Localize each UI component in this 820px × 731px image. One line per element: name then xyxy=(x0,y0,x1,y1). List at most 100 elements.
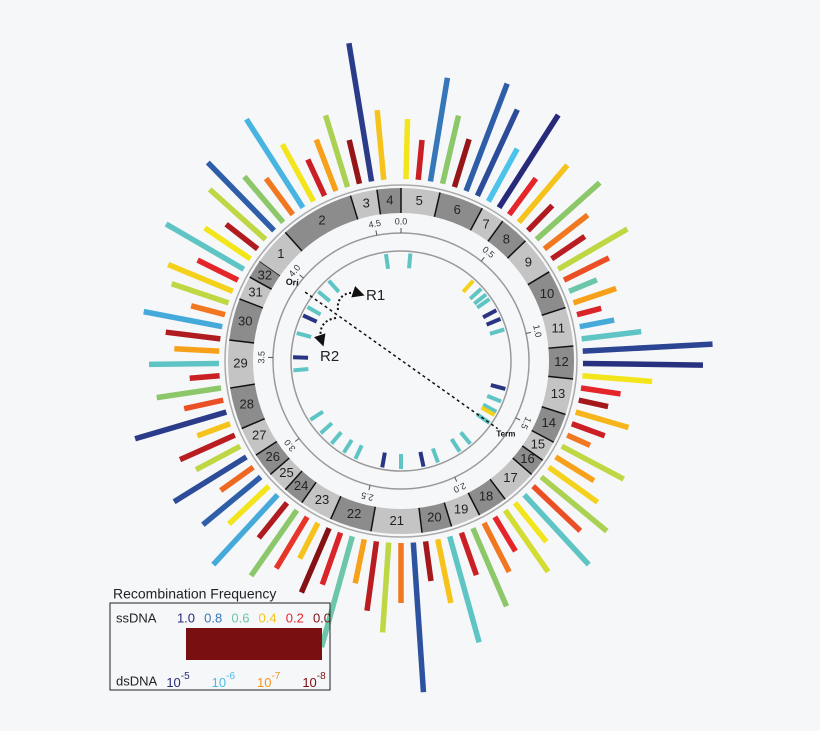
segment-boundary xyxy=(433,192,441,217)
outer-bar xyxy=(298,527,332,594)
outer-bar xyxy=(578,397,609,410)
segment xyxy=(301,482,341,520)
inner-bar xyxy=(418,451,426,468)
x-tick-label: 0.0 xyxy=(395,216,408,226)
tick-circle xyxy=(272,232,530,490)
ssdna-label: ssDNA xyxy=(116,610,157,625)
x-tick xyxy=(375,230,378,236)
segment-label: 21 xyxy=(390,513,404,528)
outer-bar xyxy=(566,432,592,448)
outer-bar xyxy=(522,492,591,567)
outer-bar xyxy=(172,454,248,505)
inner-bar xyxy=(490,383,506,391)
segment xyxy=(434,192,483,231)
segment-boundary xyxy=(239,298,264,309)
segment xyxy=(249,261,280,290)
segment xyxy=(541,307,574,349)
outer-bar xyxy=(279,143,316,203)
outer-bar xyxy=(164,221,246,272)
segment xyxy=(541,376,574,415)
outer-bar xyxy=(352,538,367,584)
inner-bar xyxy=(296,331,312,339)
segment xyxy=(512,445,543,475)
segment-boundary xyxy=(548,375,574,380)
segment xyxy=(227,339,255,389)
segment-label: 32 xyxy=(258,267,272,282)
x-tick xyxy=(294,438,300,442)
outer-bar xyxy=(531,484,583,533)
outer-bar xyxy=(167,262,234,294)
dsdna-tick-base: 10 xyxy=(166,675,180,690)
outer-bar xyxy=(256,501,290,540)
outer-bar xyxy=(439,115,462,185)
outer-bar xyxy=(305,158,328,197)
outer-bar xyxy=(219,464,255,493)
outer-bar xyxy=(374,109,387,181)
outer-bar xyxy=(178,432,236,463)
outer-bar xyxy=(547,464,600,505)
outer-bar xyxy=(194,443,242,473)
inner-bar xyxy=(342,438,354,454)
segment xyxy=(507,240,550,285)
segment-boundary xyxy=(284,231,303,252)
segment-label: 5 xyxy=(416,193,423,208)
inner-bar xyxy=(319,421,334,435)
outer-bar xyxy=(203,225,252,262)
inner-bar xyxy=(292,355,309,360)
outer-bar xyxy=(422,540,434,582)
segment-boundary xyxy=(541,406,566,416)
segment-label: 18 xyxy=(479,489,493,504)
outer-bar xyxy=(562,255,611,283)
outer-bar xyxy=(525,203,555,233)
outer-bar xyxy=(143,308,223,330)
segment-boundary xyxy=(241,418,266,430)
segment-boundary xyxy=(376,189,382,215)
x-tick xyxy=(515,417,521,421)
dsdna-label: dsDNA xyxy=(116,673,158,688)
outer-bar xyxy=(550,234,587,262)
segment-label: 25 xyxy=(279,465,293,480)
outer-bar xyxy=(224,222,260,252)
dsdna-tick-label: 10-6 xyxy=(212,671,236,691)
inner-bar xyxy=(430,447,440,464)
outer-bar xyxy=(470,527,510,608)
x-tick-label: 3.0 xyxy=(282,437,298,453)
segment xyxy=(468,479,506,516)
ssdna-tick-label: 0.2 xyxy=(286,610,304,625)
outer-bar xyxy=(201,474,263,527)
outer-bar xyxy=(570,421,606,439)
ori-label: Ori xyxy=(285,277,299,288)
outer-bar xyxy=(190,303,226,318)
segment xyxy=(285,195,358,251)
outer-bar xyxy=(451,138,472,188)
segment-boundary xyxy=(506,240,526,259)
inner-bar xyxy=(309,409,325,422)
outer-bar xyxy=(156,385,222,401)
x-tick-label: 2.0 xyxy=(452,481,468,495)
x-tick-label: 4.5 xyxy=(368,218,382,230)
inner-bar xyxy=(459,431,472,446)
x-tick-label: 0.5 xyxy=(480,244,496,260)
legend-title: Recombination Frequency xyxy=(113,586,276,602)
outer-bar xyxy=(211,492,280,567)
outer-bar xyxy=(576,305,602,318)
outer-bar xyxy=(506,176,539,217)
segment-boundary xyxy=(284,470,303,491)
outer-bar xyxy=(481,521,512,574)
outer-bar xyxy=(379,542,392,633)
outer-bar xyxy=(227,484,271,526)
inner-bar xyxy=(317,289,332,303)
segment xyxy=(330,496,376,532)
outer-bars xyxy=(134,42,713,693)
segment xyxy=(418,502,452,533)
outer-bar xyxy=(579,317,615,330)
segment-label: 23 xyxy=(315,492,329,507)
inner-bar xyxy=(482,308,498,320)
outer-bar xyxy=(248,508,300,578)
x-tick-label: 1.0 xyxy=(531,324,543,338)
segment-ring: 123 4 567891011121314151617181920212223242… xyxy=(224,184,578,538)
outer-bar xyxy=(539,474,609,534)
outer-bar xyxy=(572,285,617,306)
dsdna-tick-label: 10-5 xyxy=(166,671,190,691)
inner-bar xyxy=(306,305,322,317)
